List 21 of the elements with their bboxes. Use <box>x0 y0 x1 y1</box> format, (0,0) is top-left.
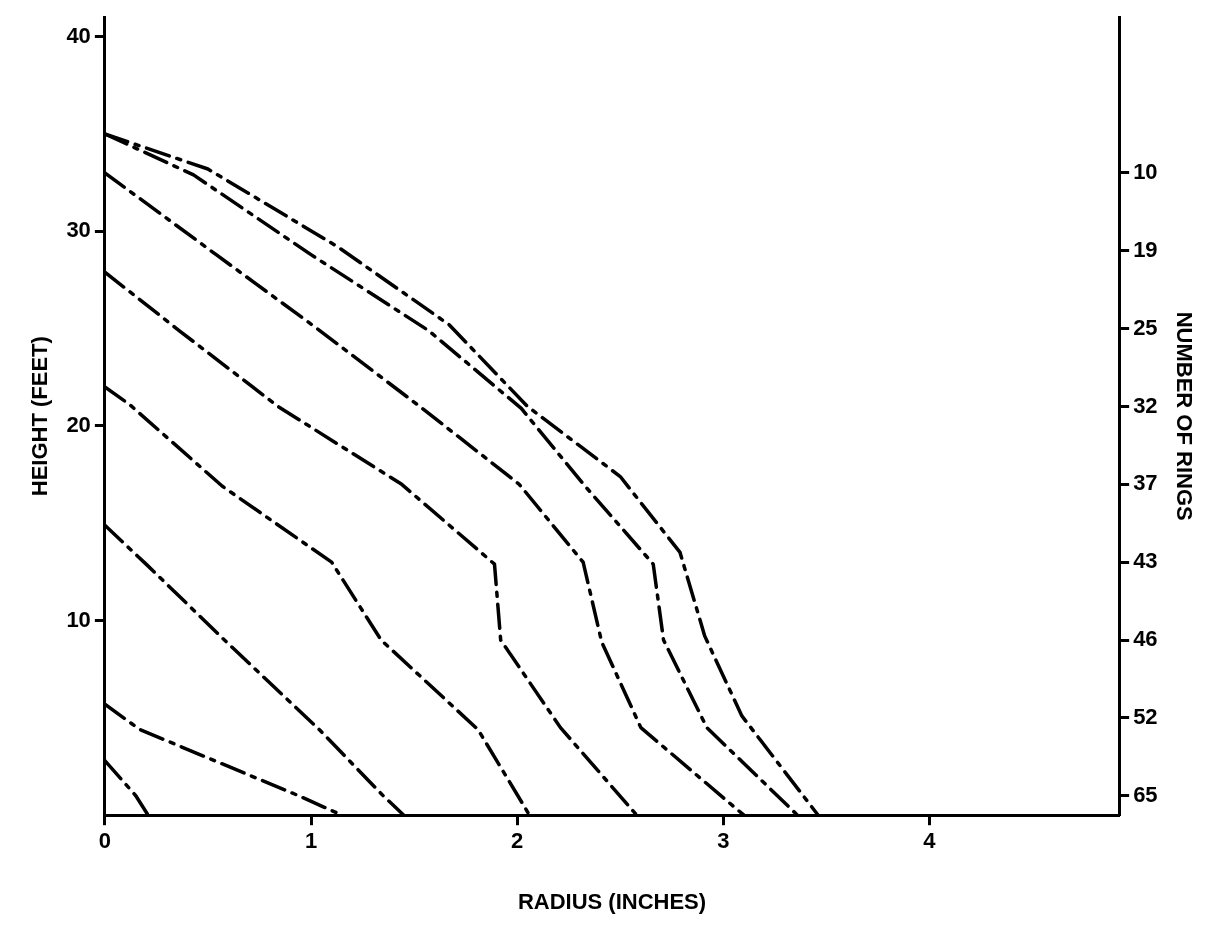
x-tick-label: 0 <box>98 828 111 854</box>
y2-axis-title: NUMBER OF RINGS <box>1171 311 1197 521</box>
category-label: 65 <box>1133 781 1158 807</box>
x-tick-label: 2 <box>511 828 524 854</box>
category-label: 37 <box>1133 470 1158 496</box>
category-label: 46 <box>1133 626 1158 652</box>
y-tick-label: 20 <box>66 411 91 437</box>
category-label: 25 <box>1133 314 1158 340</box>
category-label: 10 <box>1133 158 1158 184</box>
y-axis-title: HEIGHT (FEET) <box>27 336 53 497</box>
category-label: 52 <box>1133 703 1158 729</box>
x-tick-label: 1 <box>304 828 318 854</box>
x-axis-title: RADIUS (INCHES) <box>517 888 707 914</box>
y-tick-label: 30 <box>66 217 91 243</box>
category-label: 32 <box>1133 392 1158 418</box>
y-tick-label: 10 <box>66 606 91 632</box>
category-label: 19 <box>1133 236 1158 262</box>
x-tick-label: 3 <box>717 828 730 854</box>
y-tick-label: 40 <box>66 22 91 48</box>
category-label: 43 <box>1133 548 1158 574</box>
x-tick-label: 4 <box>923 828 937 854</box>
